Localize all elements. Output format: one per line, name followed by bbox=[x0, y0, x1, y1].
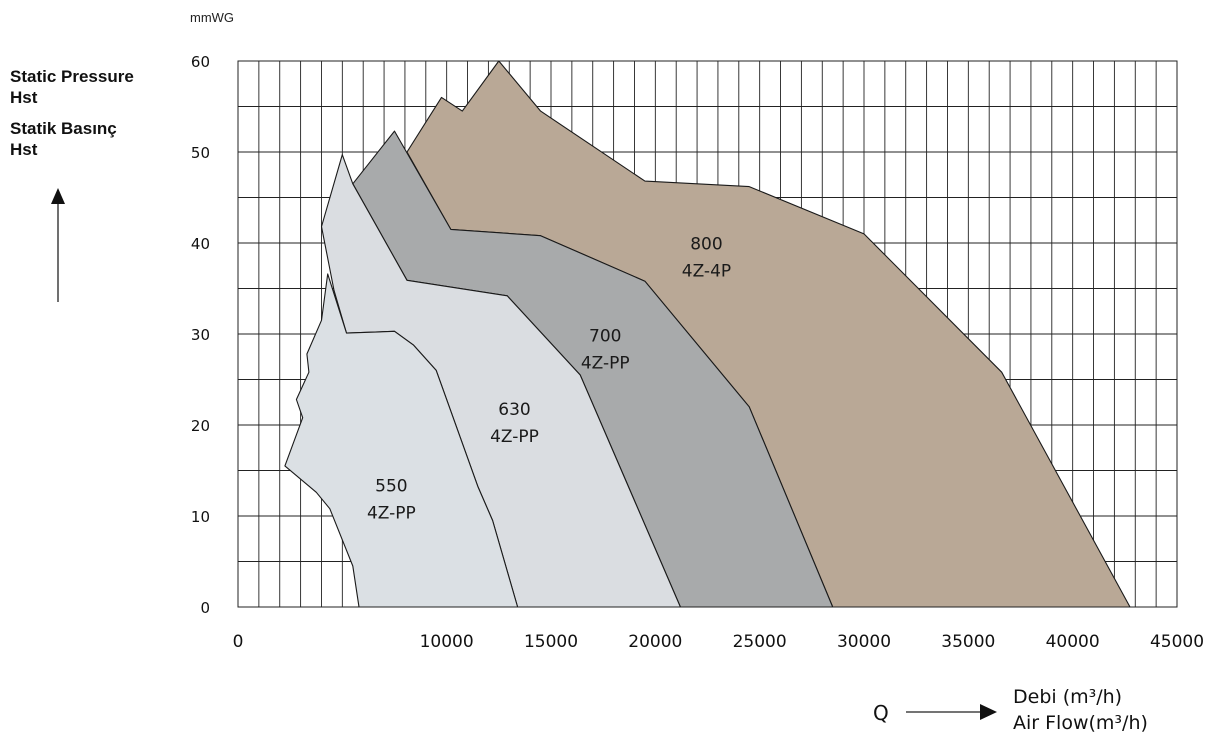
y-tick-label: 30 bbox=[191, 326, 210, 344]
series-label-700-line1: 4Z-PP bbox=[581, 353, 630, 373]
tick-labels: 0 10 20 30 40 50 60 0 10000 15000 20000 25000 30000 3… bbox=[191, 53, 1204, 652]
x-axis-label-en: Air Flow(m³/h) bbox=[1013, 712, 1148, 734]
x-tick-label: 10000 bbox=[420, 632, 474, 652]
x-arrow-head-icon bbox=[980, 704, 997, 720]
axis-arrows bbox=[51, 188, 997, 720]
y-tick-label: 20 bbox=[191, 417, 210, 435]
series-labels: 800 4Z-4P 700 4Z-PP 630 4Z-PP 550 4Z-PP bbox=[367, 234, 731, 523]
y-axis-label-tr-symbol: Hst bbox=[10, 140, 38, 159]
x-tick-label: 25000 bbox=[733, 632, 787, 652]
y-tick-label: 0 bbox=[200, 599, 210, 617]
series-areas bbox=[284, 60, 1131, 608]
plot-border bbox=[237, 60, 1178, 608]
y-tick-label: 10 bbox=[191, 508, 210, 526]
series-label-550-line1: 4Z-PP bbox=[367, 503, 416, 523]
y-axis-label-en: Static Pressure bbox=[10, 67, 134, 86]
series-area-550 bbox=[284, 273, 519, 608]
y-arrow-head-icon bbox=[51, 188, 65, 204]
plot-frame bbox=[237, 60, 1178, 608]
x-tick-label: 45000 bbox=[1150, 632, 1204, 652]
x-tick-label: 30000 bbox=[837, 632, 891, 652]
y-axis-label-tr: Statik Basınç bbox=[10, 119, 117, 138]
y-axis-label-en-symbol: Hst bbox=[10, 88, 38, 107]
y-tick-label: 60 bbox=[191, 53, 210, 71]
y-tick-label: 40 bbox=[191, 235, 210, 253]
x-tick-label: 0 bbox=[233, 632, 244, 652]
series-label-800-line0: 800 bbox=[690, 234, 722, 254]
y-unit-label: mmWG bbox=[190, 10, 235, 25]
x-axis-symbol: Q bbox=[873, 701, 889, 725]
y-tick-label: 50 bbox=[191, 144, 210, 162]
series-label-800-line1: 4Z-4P bbox=[682, 261, 731, 281]
x-axis-label-tr: Debi (m³/h) bbox=[1013, 686, 1123, 708]
x-tick-label: 20000 bbox=[628, 632, 682, 652]
x-tick-label: 15000 bbox=[524, 632, 578, 652]
y-axis-label: Static Pressure Hst Statik Basınç Hst bbox=[10, 66, 134, 160]
x-axis-label: Debi (m³/h) Air Flow(m³/h) bbox=[1013, 684, 1148, 736]
x-tick-label: 35000 bbox=[941, 632, 995, 652]
x-tick-label: 40000 bbox=[1046, 632, 1100, 652]
series-label-700-line0: 700 bbox=[589, 326, 621, 346]
series-label-550-line0: 550 bbox=[375, 476, 407, 496]
series-label-630-line1: 4Z-PP bbox=[490, 427, 539, 447]
series-label-630-line0: 630 bbox=[498, 400, 530, 420]
